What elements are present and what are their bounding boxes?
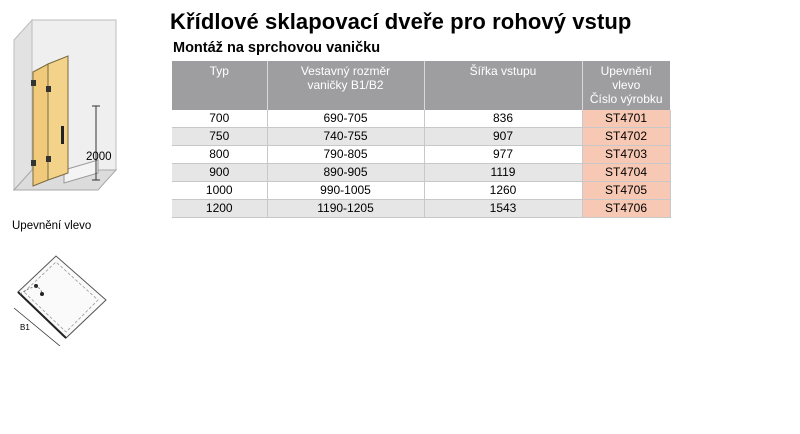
enclosure-perspective-illustration: 2000 — [12, 18, 118, 192]
table-cell-sirka: 1119 — [424, 163, 583, 182]
table-cell-cislo: ST4702 — [582, 127, 671, 146]
mount-direction-label: Upevnění vlevo — [12, 220, 92, 232]
table-cell-cislo: ST4706 — [582, 199, 671, 218]
table-cell-rozmer: 740-755 — [267, 127, 425, 146]
table-cell-typ: 900 — [172, 163, 268, 182]
table-row: 900 890-905 1119 ST4704 — [172, 163, 671, 182]
enclosure-plan-illustration: B1 — [13, 255, 107, 346]
table-cell-typ: 750 — [172, 127, 268, 146]
column-header: Typ — [172, 61, 268, 110]
header-row: Typ Vestavný rozměr vaničky B1/B2 Šířka vst… — [172, 61, 670, 110]
column-header-line: vlevo — [612, 78, 641, 92]
table-cell-rozmer: 890-905 — [267, 163, 425, 182]
height-dimension-label: 2000 — [86, 151, 112, 163]
column-header-line: Číslo výrobku — [589, 92, 663, 106]
table-cell-typ: 800 — [172, 145, 268, 164]
column-header: Upevnění vlevo Číslo výrobku — [582, 61, 670, 110]
column-header-line: Upevnění — [600, 64, 652, 78]
table-row: 1000 990-1005 1260 ST4705 — [172, 181, 671, 200]
spec-table: Typ Vestavný rozměr vaničky B1/B2 Šířka vst… — [172, 61, 671, 218]
table-cell-cislo: ST4703 — [582, 145, 671, 164]
table-cell-sirka: 1543 — [424, 199, 583, 218]
table-cell-rozmer: 1190-1205 — [267, 199, 425, 218]
page-subtitle: Montáž na sprchovou vaničku — [173, 40, 381, 56]
column-header-line: Vestavný rozměr — [300, 64, 391, 78]
table-row: 1200 1190-1205 1543 ST4706 — [172, 199, 671, 218]
table-cell-rozmer: 990-1005 — [267, 181, 425, 200]
table-cell-sirka: 907 — [424, 127, 583, 146]
plan-dimension-label: B1 — [20, 323, 30, 332]
table-cell-sirka: 977 — [424, 145, 583, 164]
page-title: Křídlové sklapovací dveře pro rohový vst… — [170, 9, 632, 34]
spec-table-header: Typ Vestavný rozměr vaničky B1/B2 Šířka vst… — [172, 61, 670, 110]
table-cell-sirka: 1260 — [424, 181, 583, 200]
table-cell-rozmer: 790-805 — [267, 145, 425, 164]
table-cell-cislo: ST4705 — [582, 181, 671, 200]
table-cell-rozmer: 690-705 — [267, 110, 425, 128]
table-cell-cislo: ST4704 — [582, 163, 671, 182]
table-cell-sirka: 836 — [424, 110, 583, 128]
table-row: 800 790-805 977 ST4703 — [172, 145, 671, 164]
table-cell-typ: 700 — [172, 110, 268, 128]
column-header-line: vaničky B1/B2 — [307, 78, 384, 92]
spec-table-body: 700 690-705 836 ST4701 750 740-755 907 ST4702 80… — [172, 110, 671, 218]
column-header-line: Šířka vstupu — [469, 64, 537, 78]
table-cell-typ: 1200 — [172, 199, 268, 218]
door-panel-right — [47, 55, 69, 181]
table-row: 700 690-705 836 ST4701 — [172, 110, 671, 128]
table-row: 750 740-755 907 ST4702 — [172, 127, 671, 146]
table-cell-cislo: ST4701 — [582, 110, 671, 128]
column-header-line: Typ — [209, 64, 229, 78]
column-header: Vestavný rozměr vaničky B1/B2 — [267, 61, 425, 110]
column-header: Šířka vstupu — [424, 61, 583, 110]
table-cell-typ: 1000 — [172, 181, 268, 200]
